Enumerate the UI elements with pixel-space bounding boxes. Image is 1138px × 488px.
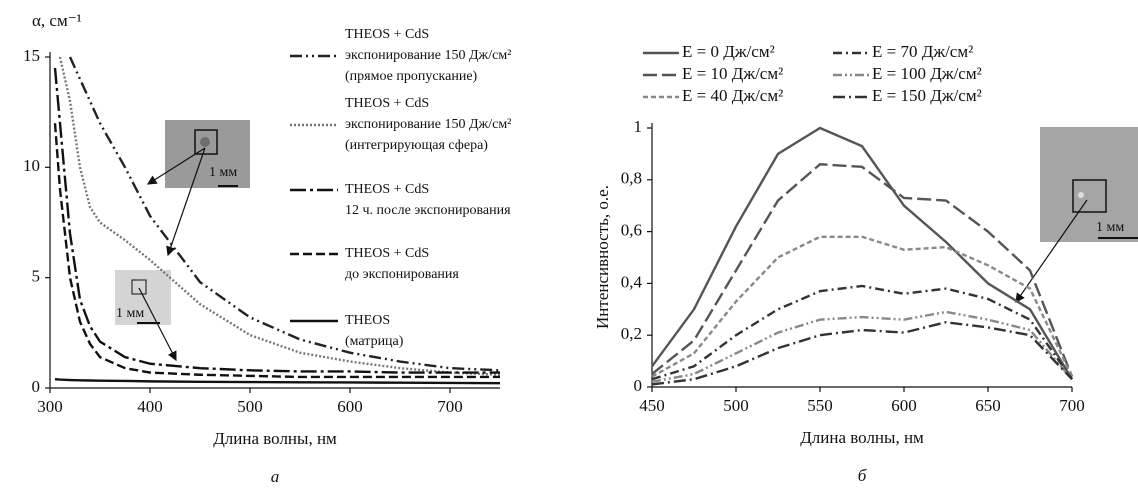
y-tick-label: 0,2 (621, 324, 642, 343)
y-axis-label: Интенсивность, о.е. (593, 185, 612, 329)
inset-scale-label: 1 мм (1096, 220, 1124, 235)
y-tick-label: 0,8 (621, 169, 642, 188)
x-axis-label: Длина волны, нм (213, 429, 337, 448)
legend-label: THEOS + CdS 12 ч. после экспонирования (345, 182, 511, 218)
y-tick-label: 5 (32, 267, 41, 286)
series-line (651, 163, 1074, 378)
series-line (651, 284, 1073, 381)
y-tick-label: 10 (23, 156, 40, 175)
legend-label: E = 40 Дж/см² (682, 86, 783, 105)
series-line (651, 321, 1073, 386)
x-tick-label: 500 (723, 396, 749, 415)
x-axis-label: Длина волны, нм (800, 428, 924, 447)
x-tick-label: 400 (137, 397, 163, 416)
series-line (53, 123, 500, 379)
series-line (58, 56, 501, 376)
legend-label: E = 70 Дж/см² (872, 42, 973, 61)
series-line (651, 126, 1074, 380)
subfigure-label: а (271, 467, 280, 486)
legend-label: E = 100 Дж/см² (872, 64, 982, 83)
legend-label: THEOS + CdS экспонирование 150 Дж/см² (инт… (345, 96, 511, 153)
x-tick-label: 550 (807, 396, 833, 415)
x-tick-label: 650 (975, 396, 1001, 415)
legend-label: THEOS + CdS экспонирование 150 Дж/см² (пря… (345, 27, 511, 84)
series-line (54, 377, 501, 385)
y-tick-label: 0 (32, 377, 41, 396)
y-tick-label: 0,4 (621, 272, 643, 291)
y-axis-label: α, см⁻¹ (32, 11, 82, 30)
series-line (68, 56, 501, 372)
x-tick-label: 700 (437, 397, 463, 416)
series-line (53, 67, 500, 374)
y-tick-label: 0,6 (621, 221, 642, 240)
inset-scale-label: 1 мм (209, 165, 237, 180)
x-tick-label: 600 (337, 397, 363, 416)
series-line (651, 310, 1073, 383)
x-tick-label: 700 (1059, 396, 1085, 415)
legend-label: E = 0 Дж/см² (682, 42, 775, 61)
legend-label: E = 10 Дж/см² (682, 64, 783, 83)
legend-label: THEOS + CdS до экспонирования (345, 246, 459, 282)
x-tick-label: 600 (891, 396, 917, 415)
inset-scale-label: 1 мм (116, 306, 144, 321)
y-tick-label: 0 (634, 376, 643, 395)
legend-label: E = 150 Дж/см² (872, 86, 982, 105)
subfigure-label: б (858, 466, 867, 485)
x-tick-label: 500 (237, 397, 263, 416)
legend-label: THEOS (матрица) (345, 313, 404, 349)
y-tick-label: 1 (634, 117, 643, 136)
y-tick-label: 15 (23, 46, 40, 65)
x-tick-label: 300 (37, 397, 63, 416)
x-tick-label: 450 (639, 396, 665, 415)
series-line (651, 235, 1074, 378)
inset (115, 120, 1138, 362)
